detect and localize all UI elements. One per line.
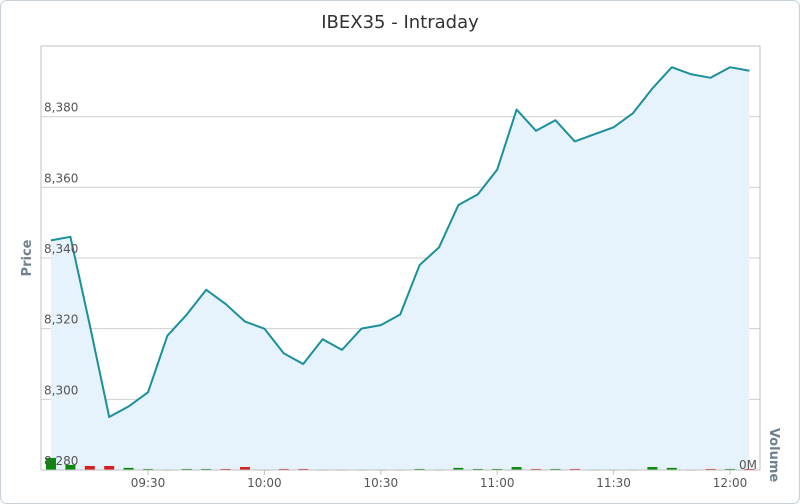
volume-bar [511, 467, 522, 470]
volume-bar [531, 468, 541, 470]
x-tick-label: 11:30 [596, 476, 631, 490]
price-area [51, 67, 750, 470]
volume-bar [143, 468, 153, 470]
y-tick-label: 8,280 [44, 454, 78, 468]
y-axis-title: Price [20, 239, 35, 276]
volume-bar [666, 467, 677, 470]
price-line [50, 66, 750, 418]
y2-tick-label: 0M [739, 458, 757, 472]
volume-bar [647, 467, 658, 470]
volume-bar [492, 468, 503, 470]
volume-bar [725, 468, 735, 470]
volume-bar [65, 464, 76, 470]
volume-bar [84, 465, 95, 470]
y2-axis-title: Volume [766, 428, 781, 483]
volume-bar [414, 468, 425, 470]
y-tick-label: 8,380 [44, 101, 78, 115]
volume-bar [104, 465, 115, 470]
volume-bar [201, 468, 212, 470]
volume-bar [181, 468, 192, 470]
y-tick-label: 8,340 [44, 242, 78, 256]
volume-bar [123, 467, 134, 470]
chart-title: IBEX35 - Intraday [321, 12, 479, 33]
x-tick-label: 11:00 [480, 476, 515, 490]
volume-bar [278, 468, 289, 470]
volume-bar [453, 467, 464, 470]
x-tick-label: 12:00 [713, 476, 748, 490]
x-tick-label: 09:30 [131, 476, 166, 490]
x-tick-label: 10:00 [247, 476, 282, 490]
volume-bar [220, 468, 231, 470]
volume-bar [46, 457, 56, 470]
y-tick-label: 8,300 [44, 383, 78, 397]
x-tick-label: 10:30 [364, 476, 399, 490]
y-tick-label: 8,320 [44, 313, 78, 327]
volume-bar [240, 467, 250, 470]
volume-bar [569, 468, 580, 470]
volume-bar [472, 468, 483, 470]
volume-bar [705, 468, 716, 470]
y-tick-label: 8,360 [44, 171, 78, 185]
volume-bar [744, 468, 755, 470]
volume-bar [298, 468, 309, 470]
volume-bar [550, 468, 561, 470]
